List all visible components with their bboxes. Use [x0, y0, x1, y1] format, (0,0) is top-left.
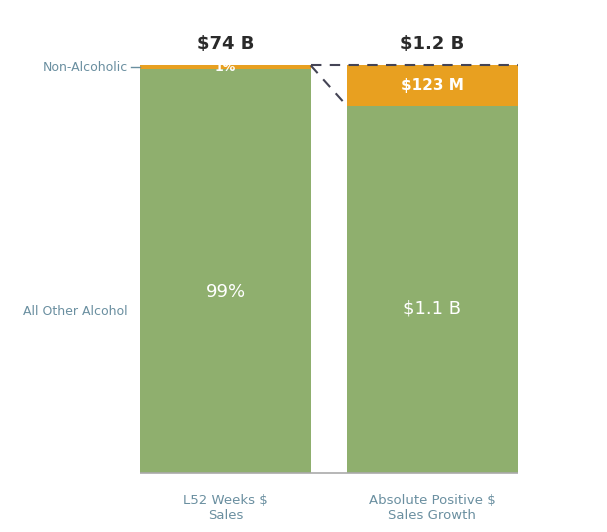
Text: $1.2 B: $1.2 B [400, 35, 464, 53]
Text: $74 B: $74 B [197, 35, 254, 53]
Bar [347, 65, 518, 106]
Text: Absolute Positive $
Sales Growth: Absolute Positive $ Sales Growth [369, 494, 496, 522]
Text: All Other Alcohol: All Other Alcohol [24, 305, 128, 318]
Text: $123 M: $123 M [401, 78, 464, 93]
Text: Non-Alcoholic: Non-Alcoholic [43, 61, 128, 74]
Text: L52 Weeks $
Sales: L52 Weeks $ Sales [183, 494, 268, 522]
Text: 99%: 99% [205, 282, 245, 301]
Text: 1%: 1% [215, 61, 236, 74]
Text: $1.1 B: $1.1 B [404, 299, 461, 317]
Bar [140, 65, 311, 70]
Bar [140, 70, 311, 473]
Bar [347, 106, 518, 473]
